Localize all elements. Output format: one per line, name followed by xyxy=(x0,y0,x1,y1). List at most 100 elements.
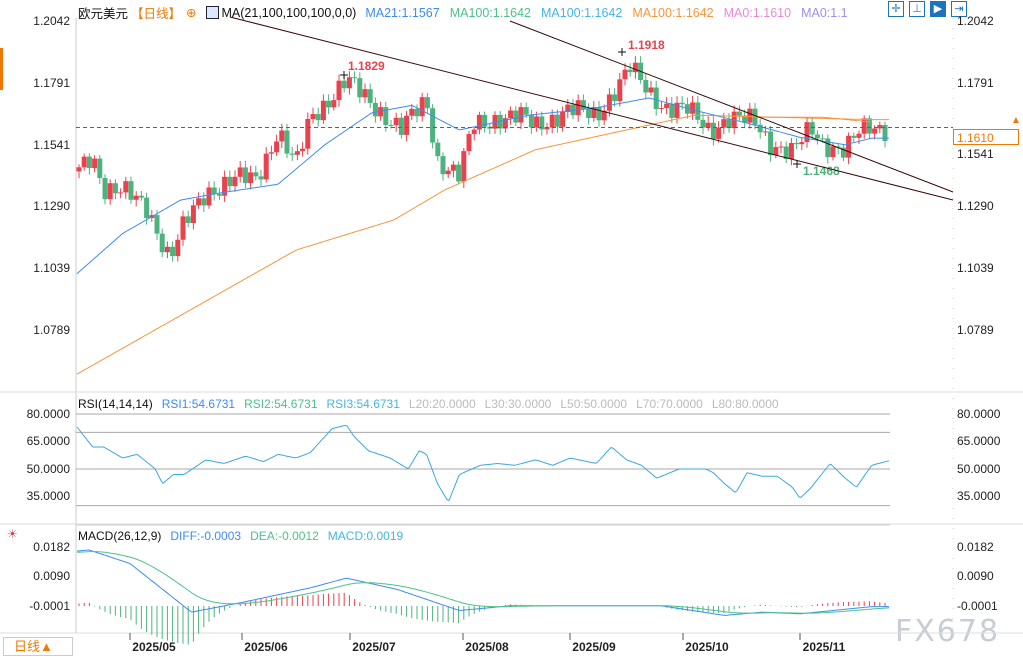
candle xyxy=(393,112,399,132)
candle xyxy=(710,116,716,146)
candle xyxy=(362,83,368,104)
extreme-marker-icon xyxy=(793,160,801,168)
macd-dea-line xyxy=(76,550,890,614)
rsi-axis-label: 65.0000 xyxy=(26,434,70,449)
rsi-title: RSI(14,14,14) xyxy=(78,397,153,411)
candle xyxy=(86,153,92,175)
candle xyxy=(419,92,425,122)
candle xyxy=(846,132,852,165)
period-button[interactable]: 日线▲ xyxy=(3,637,73,656)
x-axis-label: 2025/11 xyxy=(802,640,846,654)
candle xyxy=(435,138,441,161)
candle xyxy=(851,132,857,143)
candle xyxy=(128,176,134,204)
macd-axis-label: 0.0090 xyxy=(33,569,70,584)
low-label-1: 1.1468 xyxy=(803,164,840,178)
candle xyxy=(653,80,659,116)
candle xyxy=(414,104,420,123)
candle xyxy=(388,119,394,129)
period-label[interactable]: 【日线】 xyxy=(131,7,182,21)
add-indicator-icon[interactable]: ⊕ xyxy=(186,6,197,20)
candle xyxy=(586,103,592,125)
candle xyxy=(700,113,706,135)
x-axis-label: 2025/07 xyxy=(352,640,396,654)
candle xyxy=(92,155,98,173)
candle xyxy=(284,123,290,159)
candle xyxy=(809,117,815,140)
candle xyxy=(112,179,118,200)
candle xyxy=(175,234,181,262)
candle xyxy=(882,121,888,148)
candle xyxy=(133,191,139,207)
exit-icon[interactable]: ⇥ xyxy=(951,1,967,17)
candle xyxy=(648,80,654,96)
trend-line[interactable] xyxy=(229,16,954,201)
rsi-line xyxy=(76,424,890,502)
candle xyxy=(487,123,493,135)
legend-value: RSI1:54.6731 xyxy=(161,397,236,411)
extreme-marker-icon xyxy=(340,71,348,79)
candle xyxy=(794,138,800,150)
candle xyxy=(502,114,508,133)
candle xyxy=(596,100,602,127)
macd-axis-label: 0.0090 xyxy=(957,569,994,584)
legend-value: RSI2:54.6731 xyxy=(244,397,318,411)
candle xyxy=(643,73,649,100)
candle xyxy=(227,170,233,192)
candle xyxy=(440,152,446,181)
ma-indicator-icon[interactable] xyxy=(205,6,219,19)
candle xyxy=(430,104,436,149)
candle xyxy=(575,94,581,122)
price-axis-label: 1.0789 xyxy=(33,322,70,337)
legend-value: L50:50.0000 xyxy=(560,397,628,411)
candle xyxy=(445,167,451,179)
macd-axis-label: -0.0001 xyxy=(957,599,998,613)
candle xyxy=(664,97,670,115)
candle xyxy=(190,199,196,230)
candle xyxy=(591,101,597,122)
ma21-line xyxy=(76,97,889,275)
macd-legend: MACD(26,12,9) DIFF:-0.0003 DEA:-0.0012 MAC… xyxy=(78,529,403,543)
left-edge-marker xyxy=(0,48,3,90)
candle xyxy=(544,122,550,135)
candle xyxy=(196,192,202,209)
candle xyxy=(695,95,701,125)
legend-value: DEA:-0.0012 xyxy=(250,529,319,543)
candle xyxy=(305,112,311,155)
candle xyxy=(632,56,638,79)
candle xyxy=(315,107,321,127)
candle xyxy=(331,93,337,111)
candle xyxy=(216,187,222,200)
candle xyxy=(528,109,534,135)
legend-value: DIFF:-0.0003 xyxy=(170,529,242,543)
crosshair-icon[interactable]: ✛ xyxy=(888,1,904,17)
candle xyxy=(825,134,831,164)
play-forward-icon[interactable]: ▶ xyxy=(930,1,946,17)
candle xyxy=(164,241,170,259)
candle xyxy=(534,111,540,132)
candle xyxy=(638,56,644,84)
trend-line[interactable] xyxy=(509,20,954,193)
price-axis-label: 1.2042 xyxy=(33,14,70,28)
candle xyxy=(549,109,555,134)
candle xyxy=(508,106,514,125)
legend-value: MA100:1.1642 xyxy=(449,5,532,20)
rsi-axis-label: 80.0000 xyxy=(26,407,70,421)
candle xyxy=(482,111,488,133)
legend-value: L30:30.0000 xyxy=(484,397,552,411)
candle xyxy=(258,169,264,187)
candle xyxy=(554,109,560,133)
price-axis-label: 1.2042 xyxy=(957,14,994,28)
legend-value: L80:80.0000 xyxy=(711,397,779,411)
candle xyxy=(222,170,228,202)
scroll-up-icon[interactable]: ▲ xyxy=(1011,115,1021,126)
range-icon[interactable]: ⊥ xyxy=(909,1,925,17)
legend-value: MA0:1.1610 xyxy=(723,5,792,20)
candle xyxy=(123,176,129,199)
candle xyxy=(601,104,607,125)
candle xyxy=(138,190,144,201)
candle xyxy=(232,170,238,192)
candle xyxy=(606,88,612,117)
macd-settings-icon[interactable]: ☀ xyxy=(7,527,18,541)
